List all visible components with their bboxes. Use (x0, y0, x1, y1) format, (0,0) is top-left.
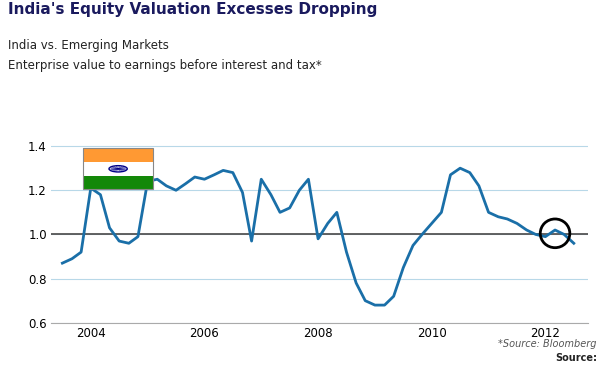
Text: BCA Research 2012: BCA Research 2012 (598, 353, 600, 363)
Text: Source:: Source: (555, 353, 597, 363)
Text: *Source: Bloomberg: *Source: Bloomberg (499, 339, 597, 349)
Text: Enterprise value to earnings before interest and tax*: Enterprise value to earnings before inte… (8, 59, 322, 72)
Text: India's Equity Valuation Excesses Dropping: India's Equity Valuation Excesses Droppi… (8, 2, 377, 17)
Bar (83, 148, 153, 162)
Text: India vs. Emerging Markets: India vs. Emerging Markets (8, 39, 169, 52)
Bar (83, 148, 153, 189)
Bar (83, 162, 153, 175)
Bar (83, 175, 153, 189)
